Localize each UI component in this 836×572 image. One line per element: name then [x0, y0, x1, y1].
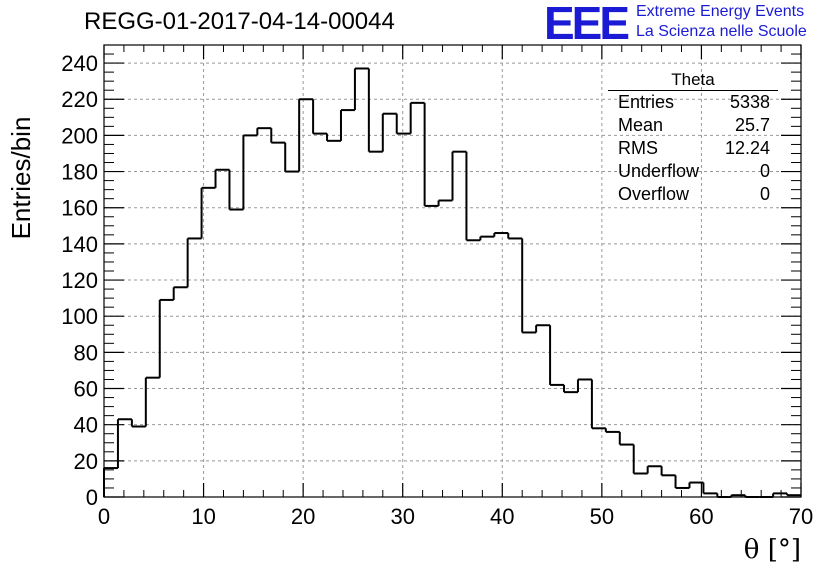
y-tick-label: 0: [86, 485, 98, 510]
y-tick-label: 140: [61, 232, 98, 257]
stats-title: Theta: [608, 70, 778, 91]
y-tick-label: 200: [61, 123, 98, 148]
x-tick-label: 10: [191, 504, 215, 529]
y-tick-label: 100: [61, 304, 98, 329]
y-axis-label: Entries/bin: [6, 117, 36, 240]
stat-label: Underflow: [618, 161, 700, 181]
x-axis-label: θ [°]: [744, 535, 801, 565]
logo-line-2: La Scienza nelle Scuole: [636, 23, 807, 40]
y-tick-label: 180: [61, 160, 98, 185]
stat-label: Overflow: [618, 184, 690, 204]
x-tick-label: 30: [390, 504, 414, 529]
x-tick-label: 70: [789, 504, 813, 529]
stat-row-rms: RMS 12.24: [608, 137, 778, 160]
stats-box: Theta Entries 5338 Mean 25.7 RMS 12.24 U…: [608, 70, 778, 206]
axis-ticks: 0 10 20 30 40 50 60 70 0 20 40 60 80 100 120 140 160 180 2…: [61, 44, 813, 529]
y-tick-label: 20: [74, 449, 98, 474]
stat-row-mean: Mean 25.7: [608, 114, 778, 137]
stat-row-overflow: Overflow 0: [608, 183, 778, 206]
stat-value: 0: [759, 161, 770, 181]
stat-label: Mean: [618, 115, 664, 135]
stat-label: RMS: [618, 138, 658, 158]
y-tick-label: 160: [61, 196, 98, 221]
plot-title: REGG-01-2017-04-14-00044: [84, 8, 395, 35]
stat-value: 12.24: [724, 138, 770, 158]
logo-line-1: Extreme Energy Events: [636, 3, 805, 20]
histogram-bars: [103, 67, 801, 498]
stat-value: 25.7: [734, 115, 770, 135]
stat-row-entries: Entries 5338: [608, 91, 778, 114]
stat-value: 0: [759, 184, 770, 204]
x-tick-label: 50: [590, 504, 614, 529]
stat-label: Entries: [618, 92, 675, 112]
y-tick-label: 120: [61, 268, 98, 293]
x-tick-label: 40: [490, 504, 514, 529]
y-tick-label: 240: [61, 51, 98, 76]
y-tick-label: 40: [74, 413, 98, 438]
stat-row-underflow: Underflow 0: [608, 160, 778, 183]
y-tick-label: 80: [74, 340, 98, 365]
stat-value: 5338: [729, 92, 770, 112]
eee-logo: EEE: [544, 0, 630, 49]
x-tick-label: 20: [291, 504, 315, 529]
x-tick-label: 0: [98, 504, 110, 529]
y-tick-label: 220: [61, 87, 98, 112]
grid-lines: [104, 45, 801, 497]
y-tick-label: 60: [74, 377, 98, 402]
x-tick-label: 60: [689, 504, 713, 529]
